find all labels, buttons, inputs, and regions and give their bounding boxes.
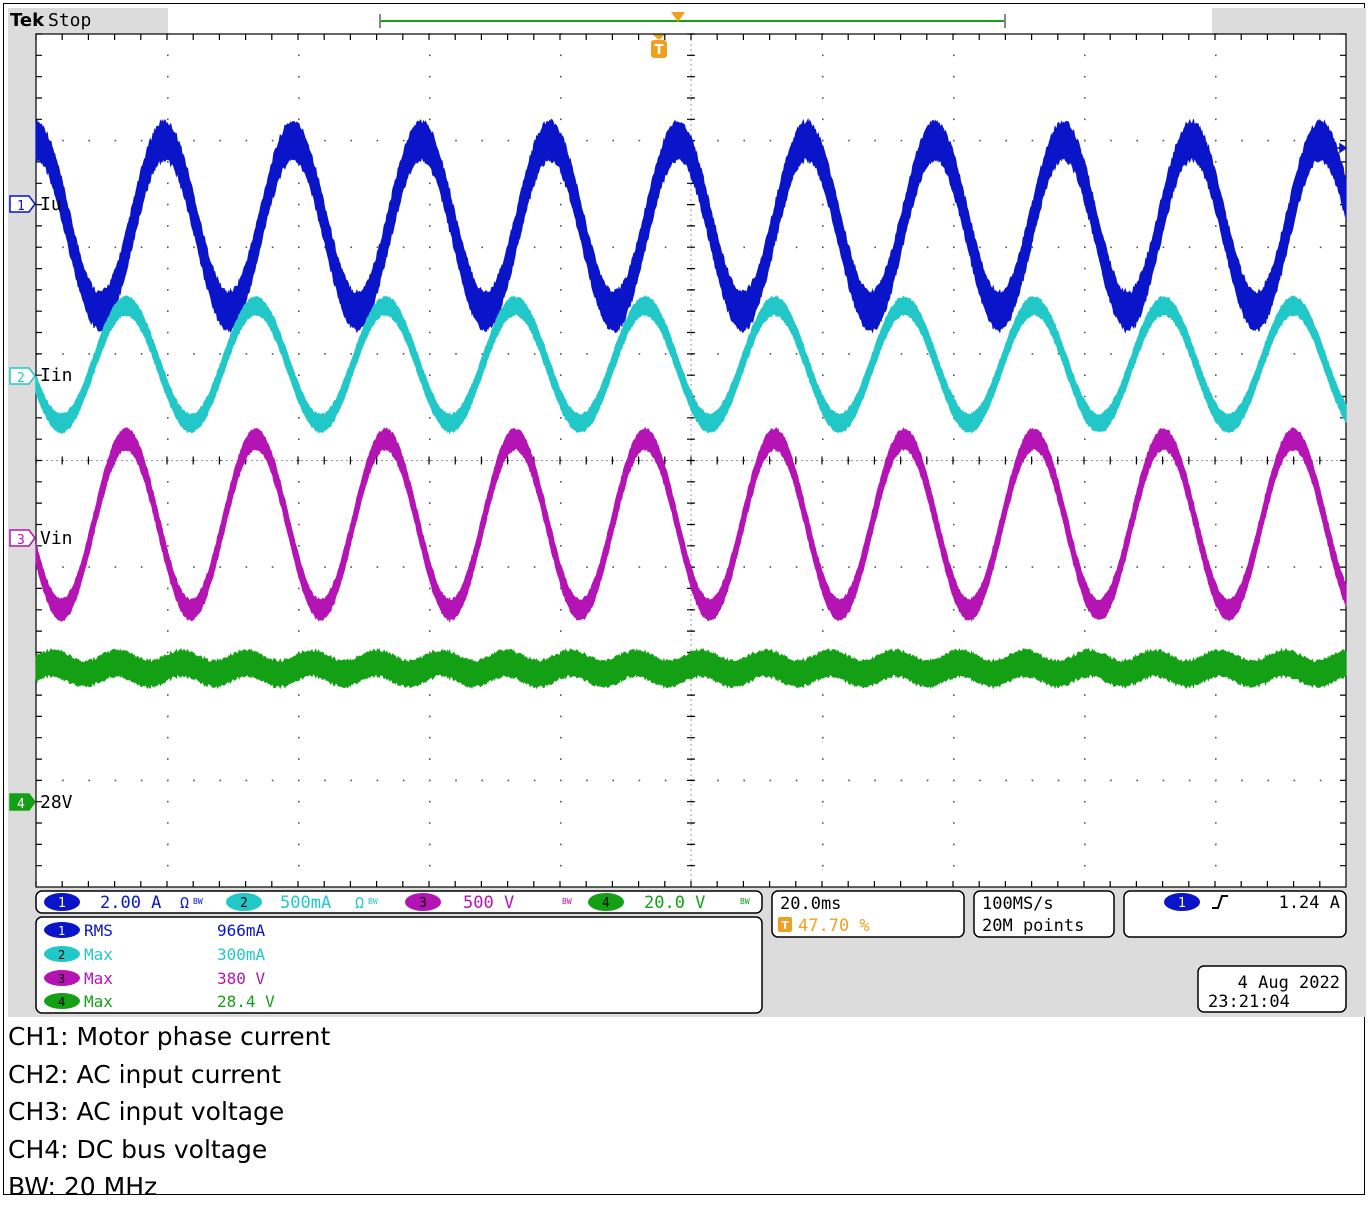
waveforms bbox=[35, 117, 1347, 690]
svg-text:4: 4 bbox=[17, 797, 25, 812]
brand-logo: Tek bbox=[10, 10, 45, 31]
waveform-iu bbox=[35, 117, 1347, 334]
header-left-bar bbox=[8, 8, 168, 34]
svg-text:4: 4 bbox=[602, 896, 610, 911]
svg-text:3: 3 bbox=[17, 533, 25, 548]
svg-text:1: 1 bbox=[58, 924, 65, 938]
note-line: BW: 20 MHz bbox=[8, 1172, 158, 1201]
ch4-scale: 20.0 V bbox=[644, 893, 705, 913]
measurement-row: 4 Max 28.4 V bbox=[44, 992, 275, 1011]
ch2-scale: 500mA bbox=[280, 893, 331, 913]
measurement-row: 3 Max 380 V bbox=[44, 969, 266, 988]
waveform-vin bbox=[35, 426, 1347, 623]
ch4-marker: 4 28V bbox=[9, 792, 73, 813]
trigger-source: 1 bbox=[1178, 896, 1186, 911]
svg-text:2: 2 bbox=[240, 896, 248, 911]
svg-text:RMS: RMS bbox=[84, 921, 113, 940]
date: 4 Aug 2022 bbox=[1238, 973, 1340, 993]
ch1-scale: 2.00 A bbox=[100, 893, 161, 913]
svg-text:3: 3 bbox=[58, 972, 65, 986]
acquisition-box: 100MS/s 20M points bbox=[973, 890, 1115, 938]
waveform-28v bbox=[35, 647, 1347, 690]
trigger-box: 1 1.24 A bbox=[1123, 890, 1347, 938]
left-margin-panel bbox=[8, 12, 36, 1017]
ch4-label: 28V bbox=[40, 792, 73, 813]
right-margin-panel bbox=[1346, 12, 1366, 1017]
ch2-coupling: Ω bbox=[355, 894, 364, 912]
note-line: CH2: AC input current bbox=[8, 1059, 282, 1089]
ch3-scale: 500 V bbox=[463, 893, 514, 913]
svg-text:966mA: 966mA bbox=[217, 921, 266, 940]
caption-notes: CH1: Motor phase current CH2: AC input c… bbox=[8, 1018, 330, 1206]
note-line: CH1: Motor phase current bbox=[8, 1022, 331, 1051]
ch1-bw: BW bbox=[193, 897, 203, 906]
oscilloscope-screen: Tek Stop T 1 Iu 2 Iin 3 Vin 4 28V bbox=[8, 8, 1366, 1017]
ch4-bw: BW bbox=[740, 897, 750, 906]
ch3-bw: BW bbox=[562, 897, 572, 906]
rising-edge-icon bbox=[1212, 895, 1228, 909]
svg-text:4: 4 bbox=[58, 995, 65, 1009]
svg-text:Max: Max bbox=[84, 945, 113, 964]
ch3-label: Vin bbox=[40, 528, 73, 549]
svg-text:Max: Max bbox=[84, 992, 113, 1011]
channel-scale-bar: 1 2.00 A Ω BW 2 500mA Ω BW 3 500 V BW 4 … bbox=[35, 890, 763, 914]
record-length: 20M points bbox=[982, 916, 1084, 936]
svg-text:380 V: 380 V bbox=[217, 969, 266, 988]
header-right-bar bbox=[1212, 8, 1366, 34]
svg-text:1: 1 bbox=[17, 199, 25, 214]
svg-text:28.4 V: 28.4 V bbox=[217, 992, 275, 1011]
datetime-box: 4 Aug 2022 23:21:04 bbox=[1197, 965, 1347, 1013]
ch2-bw: BW bbox=[368, 897, 378, 906]
ch2-label: Iin bbox=[40, 365, 73, 386]
svg-text:Max: Max bbox=[84, 969, 113, 988]
time: 23:21:04 bbox=[1208, 992, 1290, 1012]
measurement-row: 1 RMS 966mA bbox=[44, 921, 266, 940]
svg-text:2: 2 bbox=[58, 948, 65, 962]
measurement-row: 2 Max 300mA bbox=[44, 945, 266, 964]
note-line: CH4: DC bus voltage bbox=[8, 1134, 268, 1164]
time-per-div: 20.0ms bbox=[780, 894, 841, 914]
svg-text:1: 1 bbox=[58, 896, 66, 911]
svg-text:2: 2 bbox=[17, 371, 25, 386]
ch2-marker: 2 Iin bbox=[9, 365, 73, 386]
ch1-marker: 1 Iu bbox=[9, 194, 62, 215]
svg-text:300mA: 300mA bbox=[217, 945, 266, 964]
svg-text:T: T bbox=[781, 919, 789, 932]
sample-rate: 100MS/s bbox=[982, 894, 1054, 914]
svg-text:T: T bbox=[655, 43, 664, 58]
note-line: CH3: AC input voltage bbox=[8, 1097, 285, 1126]
ch3-marker: 3 Vin bbox=[9, 528, 73, 549]
trigger-level: 1.24 A bbox=[1279, 893, 1340, 913]
waveform-iin bbox=[35, 294, 1347, 435]
svg-text:3: 3 bbox=[419, 896, 427, 911]
timebase-box: 20.0ms T 47.70 % bbox=[771, 890, 965, 938]
trigger-position: 47.70 % bbox=[798, 916, 870, 936]
plot-border bbox=[35, 33, 1347, 888]
ch1-coupling: Ω bbox=[180, 894, 189, 912]
record-overview bbox=[379, 12, 1006, 28]
trigger-position-marker: T bbox=[651, 34, 667, 58]
trigger-level-arrow bbox=[1334, 142, 1348, 154]
ch1-label: Iu bbox=[40, 194, 62, 215]
measurement-panel: 1 RMS 966mA 2 Max 300mA 3 Max 380 V 4 Ma… bbox=[35, 916, 763, 1014]
acquisition-status: Stop bbox=[48, 10, 91, 31]
